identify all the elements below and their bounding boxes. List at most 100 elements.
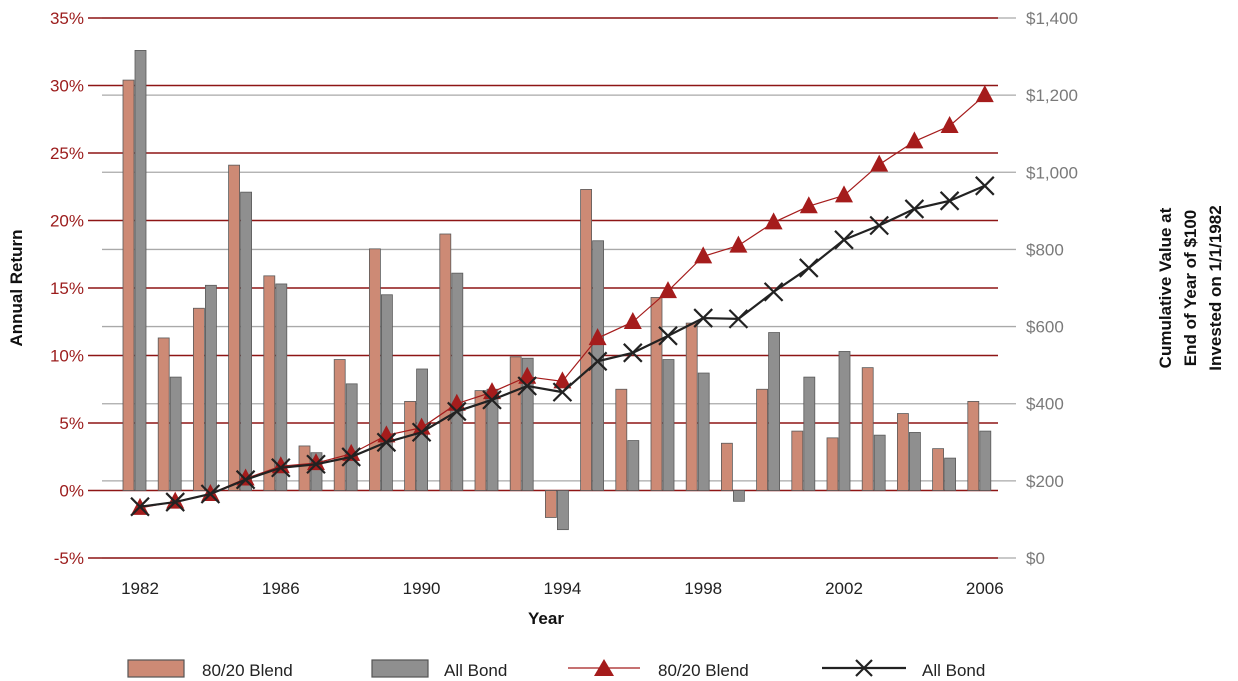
bar-blend [474, 390, 487, 491]
point-bond [587, 351, 608, 372]
bar-blend [897, 413, 909, 491]
bar-blend [791, 430, 804, 491]
left-tick-label: 20% [50, 212, 84, 231]
point-bond [904, 199, 925, 219]
left-tick-label: 15% [50, 279, 84, 298]
point-bond [341, 447, 361, 467]
bar-blend [826, 437, 839, 491]
point-blend [835, 185, 853, 203]
bar-blend [333, 359, 346, 491]
point-bond [235, 469, 256, 490]
bar-bond [873, 434, 886, 491]
bar-bond [909, 432, 921, 491]
right-axis-title: Cumulative Value at End of Year of $100 … [1156, 205, 1225, 370]
bar-blend [192, 307, 205, 491]
point-bond [482, 390, 502, 410]
right-tick-label: $200 [1026, 472, 1064, 491]
bar-bond [240, 191, 253, 491]
point-blend [659, 281, 677, 299]
point-bond [552, 382, 573, 402]
point-blend [905, 131, 924, 149]
left-tick-label: 35% [50, 9, 84, 28]
point-blend [975, 85, 994, 103]
bar-bond [275, 283, 288, 491]
legend-label-bond-bar: All Bond [444, 661, 507, 680]
point-bond [517, 376, 537, 396]
legend-marker-x [855, 659, 873, 677]
bar-bond [134, 50, 147, 491]
point-blend [870, 154, 889, 172]
right-axis-title-line-1: Cumulative Value at [1156, 207, 1175, 368]
x-tick-label: 2002 [825, 579, 863, 598]
point-blend [799, 196, 818, 214]
bar-bond [204, 284, 217, 491]
point-bond [799, 258, 819, 278]
x-tick-label: 1982 [121, 579, 159, 598]
right-axis-title-line-3: Invested on 1/1/1982 [1206, 205, 1225, 370]
point-blend [307, 453, 325, 471]
right-tick-label: $600 [1026, 318, 1064, 337]
bar-bond [768, 332, 780, 491]
right-tick-label: $1,200 [1026, 86, 1078, 105]
point-bond [975, 176, 995, 196]
bar-blend [545, 490, 557, 518]
point-bond [658, 326, 678, 346]
point-blend [940, 116, 959, 133]
right-tick-label: $800 [1026, 240, 1064, 259]
legend-label-blend-line: 80/20 Blend [658, 661, 749, 680]
point-blend [166, 491, 185, 509]
left-tick-label: 5% [59, 414, 84, 433]
right-tick-label: $0 [1026, 549, 1045, 568]
bar-bond [733, 490, 745, 502]
left-tick-label: 10% [50, 347, 84, 366]
bar-blend [650, 297, 663, 491]
x-tick-label: 1994 [543, 579, 581, 598]
point-bond [834, 230, 854, 250]
bar-bond [944, 457, 956, 491]
point-blend [729, 235, 748, 253]
point-bond [763, 282, 784, 302]
bar-bond [627, 440, 640, 491]
left-axis-title: Annual Return [7, 229, 26, 346]
bar-layer [122, 50, 992, 531]
tick-layer: $0 $200 $400 $600 $800 $1,000 $1,200 $1,400 -5% 0… [50, 9, 1078, 598]
bar-bond [345, 383, 358, 491]
bar-blend [157, 337, 170, 491]
bar-blend [967, 400, 980, 491]
bar-bond [803, 376, 816, 491]
point-bond [200, 484, 221, 504]
point-blend [342, 443, 361, 461]
bar-blend [932, 448, 944, 491]
point-bond [869, 215, 889, 236]
bar-blend [721, 442, 733, 491]
right-tick-label: $400 [1026, 395, 1064, 414]
point-bond [693, 308, 713, 328]
point-blend [553, 371, 572, 389]
left-tick-label: 0% [59, 482, 84, 501]
left-tick-label: 30% [50, 77, 84, 96]
bar-bond [169, 376, 182, 491]
point-blend [764, 212, 783, 230]
legend-swatch-bond-bar [371, 659, 429, 678]
bar-bond [838, 351, 851, 491]
point-blend [588, 328, 607, 346]
x-tick-label: 1990 [403, 579, 441, 598]
left-tick-label: 25% [50, 144, 84, 163]
legend: 80/20 Blend All Bond 80/20 Blend All Bon… [127, 659, 985, 680]
bar-blend [228, 164, 241, 491]
x-tick-label: 1998 [684, 579, 722, 598]
point-bond [623, 343, 643, 363]
bar-blend [263, 275, 276, 491]
right-axis-title-line-2: End of Year of $100 [1181, 210, 1200, 367]
point-bond [411, 422, 432, 443]
point-bond [130, 496, 150, 517]
right-tick-label: $1,000 [1026, 163, 1078, 182]
bar-bond [521, 357, 534, 491]
legend-label-bond-line: All Bond [922, 661, 985, 680]
legend-marker-triangle [594, 659, 614, 676]
bar-blend [685, 322, 698, 491]
x-tick-label: 1986 [262, 579, 300, 598]
bar-blend [861, 367, 874, 491]
bar-bond [697, 372, 710, 491]
